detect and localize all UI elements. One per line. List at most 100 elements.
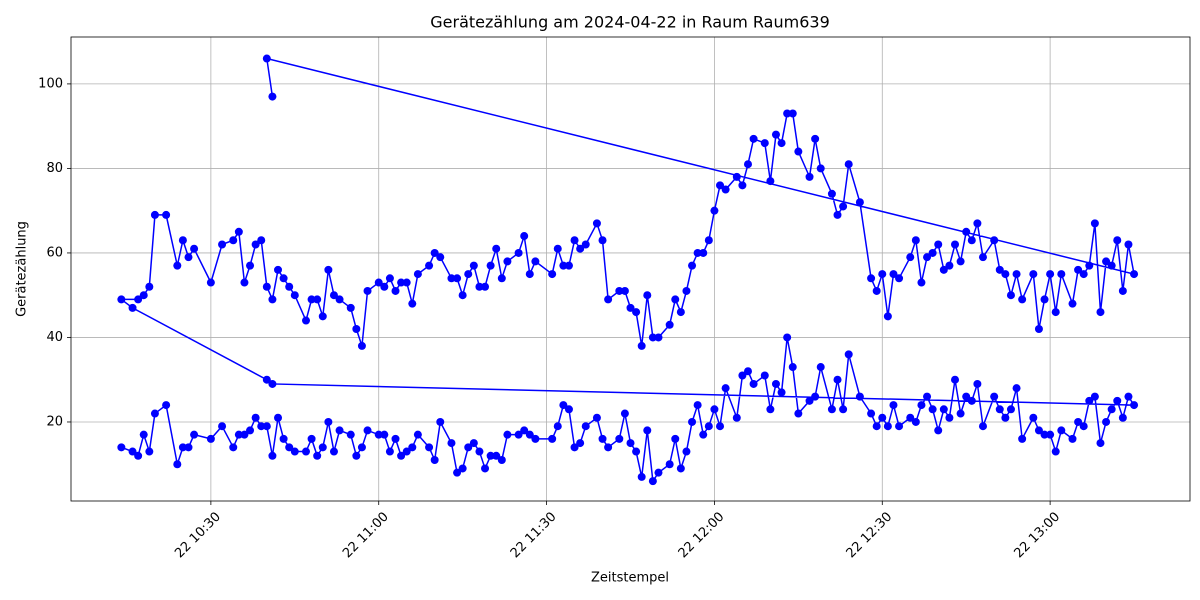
data-point <box>559 401 568 410</box>
data-point <box>1102 257 1111 266</box>
y-tick-label: 100 <box>38 76 63 91</box>
data-point <box>413 270 422 279</box>
data-point <box>648 333 657 342</box>
data-point <box>173 460 182 469</box>
data-point <box>906 413 915 422</box>
data-point <box>458 291 467 300</box>
data-point <box>934 240 943 249</box>
data-point <box>844 160 853 169</box>
data-point <box>1085 261 1094 270</box>
data-point <box>592 219 601 228</box>
data-point <box>743 367 752 376</box>
data-point <box>632 308 641 317</box>
data-point <box>805 172 814 181</box>
data-point <box>716 181 725 190</box>
data-point <box>464 443 473 452</box>
data-point <box>257 422 266 431</box>
data-point <box>184 443 193 452</box>
data-point <box>676 308 685 317</box>
data-point <box>1029 270 1038 279</box>
data-point <box>699 430 708 439</box>
data-point <box>548 434 557 443</box>
data-point <box>688 261 697 270</box>
data-point <box>128 447 137 456</box>
data-point <box>190 430 199 439</box>
data-point <box>380 282 389 291</box>
data-point <box>475 282 484 291</box>
data-point <box>357 443 366 452</box>
data-point <box>867 409 876 418</box>
data-point <box>1068 434 1077 443</box>
data-point <box>682 286 691 295</box>
data-point <box>1130 270 1139 279</box>
data-point <box>1124 392 1133 401</box>
data-point <box>1034 325 1043 334</box>
data-point <box>704 422 713 431</box>
data-point <box>178 236 187 245</box>
data-point <box>721 384 730 393</box>
data-point <box>872 422 881 431</box>
data-point <box>827 189 836 198</box>
data-point <box>559 261 568 270</box>
data-point <box>251 413 260 422</box>
data-point <box>788 109 797 118</box>
data-point <box>514 248 523 257</box>
data-point <box>766 177 775 186</box>
data-point <box>285 282 294 291</box>
data-point <box>738 371 747 380</box>
data-point <box>889 401 898 410</box>
data-point <box>570 236 579 245</box>
data-point <box>1040 295 1049 304</box>
data-point <box>525 430 534 439</box>
data-point <box>1012 270 1021 279</box>
data-point <box>872 286 881 295</box>
data-point <box>738 181 747 190</box>
data-point <box>783 333 792 342</box>
data-point <box>1006 405 1015 414</box>
data-point <box>771 130 780 139</box>
data-point <box>391 434 400 443</box>
data-point <box>604 443 613 452</box>
data-point <box>363 286 372 295</box>
data-point <box>335 295 344 304</box>
data-point <box>486 261 495 270</box>
data-point <box>257 236 266 245</box>
data-point <box>1018 434 1027 443</box>
data-point <box>1118 413 1127 422</box>
data-point <box>682 447 691 456</box>
data-point <box>632 447 641 456</box>
data-point <box>1113 236 1122 245</box>
data-point <box>385 447 394 456</box>
data-point <box>615 286 624 295</box>
data-point <box>581 422 590 431</box>
data-point <box>676 464 685 473</box>
data-point <box>967 236 976 245</box>
data-point <box>128 303 137 312</box>
data-point <box>743 160 752 169</box>
data-point <box>855 198 864 207</box>
data-point <box>1096 439 1105 448</box>
data-point <box>1057 270 1066 279</box>
data-point <box>268 379 277 388</box>
data-point <box>637 341 646 350</box>
data-point <box>895 274 904 283</box>
data-point <box>469 261 478 270</box>
data-point <box>531 257 540 266</box>
data-point <box>190 244 199 253</box>
data-point <box>497 274 506 283</box>
data-point <box>430 456 439 465</box>
data-point <box>475 447 484 456</box>
data-point <box>134 295 143 304</box>
data-point <box>329 447 338 456</box>
data-point <box>548 270 557 279</box>
data-point <box>839 405 848 414</box>
data-point <box>117 443 126 452</box>
data-point <box>816 363 825 372</box>
data-point <box>318 443 327 452</box>
data-point <box>285 443 294 452</box>
data-point <box>721 185 730 194</box>
data-point <box>1046 270 1055 279</box>
data-point <box>978 422 987 431</box>
